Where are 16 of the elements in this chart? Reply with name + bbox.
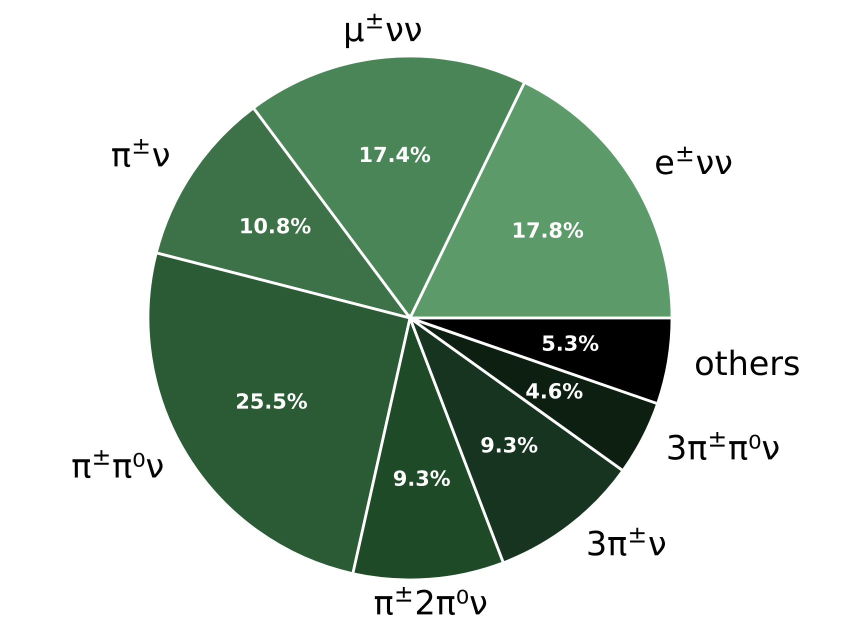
data-label: 17.8% [514, 222, 584, 238]
data-label: 17.4% [360, 146, 430, 162]
data-label: 9.3% [481, 436, 538, 453]
slice-label: e$^{±}$νν [656, 146, 732, 175]
slice-label: others [696, 350, 799, 376]
data-label: 10.8% [241, 218, 311, 234]
slice-label: 3π$^{±}$ν [588, 528, 666, 556]
data-label: 5.3% [542, 335, 598, 351]
slice-label: μ$^{±}$νν [346, 14, 421, 48]
slice-label: π$^{±}$2π⁰ν [374, 586, 486, 616]
slice-label: π$^{±}$π⁰ν [72, 450, 163, 478]
slice-label: 3π$^{±}$π⁰ν [668, 432, 779, 460]
slice-label: π$^{±}$ν [112, 139, 169, 168]
data-label: 25.5% [237, 393, 307, 409]
data-label: 4.6% [526, 382, 582, 399]
data-label: 9.3% [394, 470, 450, 486]
